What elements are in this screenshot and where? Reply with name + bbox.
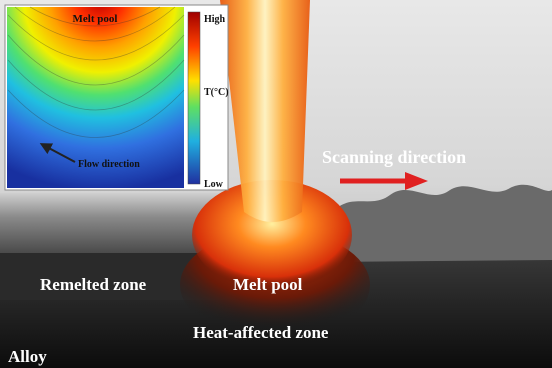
flow-label: Flow direction (78, 159, 140, 170)
colorbar-label: T(°C) (204, 87, 229, 98)
melt-pool-label: Melt pool (233, 275, 303, 294)
heat-affected-zone-label: Heat-affected zone (193, 323, 329, 342)
colorbar-low: Low (204, 179, 224, 190)
remelted-zone-label: Remelted zone (40, 275, 147, 294)
colorbar (188, 12, 200, 184)
alloy-label: Alloy (8, 347, 47, 366)
page: Melt pool Flow direction High T(°C) Low … (0, 0, 552, 368)
inset: Melt pool Flow direction High T(°C) Low (5, 5, 229, 190)
illustration: Melt pool Flow direction High T(°C) Low … (0, 0, 552, 368)
scanning-direction-label: Scanning direction (322, 147, 466, 167)
colorbar-high: High (204, 14, 226, 25)
inset-title: Melt pool (73, 13, 118, 25)
